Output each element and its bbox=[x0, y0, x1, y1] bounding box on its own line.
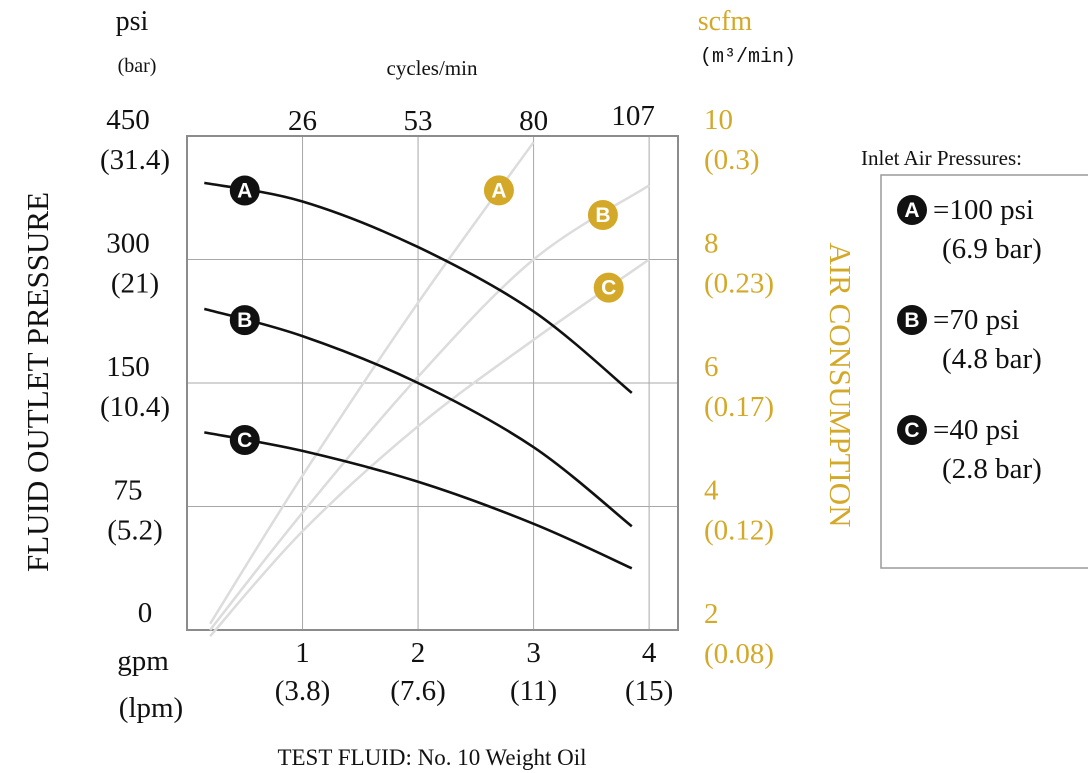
x-tick-label: 1 bbox=[295, 637, 310, 669]
y-tick-metric: (21) bbox=[111, 268, 159, 300]
x2-tick-label: 26 bbox=[288, 105, 317, 137]
y-tick-label: 450 bbox=[106, 104, 150, 136]
legend-title: Inlet Air Pressures: bbox=[861, 146, 1022, 170]
air-marker-a-letter: A bbox=[491, 179, 506, 202]
air-marker-c-letter: C bbox=[601, 277, 616, 300]
x-tick-label: 3 bbox=[526, 637, 541, 669]
y-axis-unit-metric: (bar) bbox=[118, 55, 157, 77]
x2-tick-label: 53 bbox=[404, 105, 433, 137]
x-axis-unit: gpm bbox=[117, 645, 169, 677]
y2-tick-label: 6 bbox=[704, 351, 719, 383]
legend-metric-b: (4.8 bar) bbox=[942, 343, 1042, 375]
y2-tick-label: 10 bbox=[704, 104, 733, 136]
x2-tick-label: 80 bbox=[519, 105, 548, 137]
x2-axis-label: cycles/min bbox=[387, 56, 478, 80]
legend-marker-b-letter: B bbox=[904, 309, 919, 332]
y2-tick-label: 8 bbox=[704, 228, 719, 260]
legend-label-c: =40 psi bbox=[933, 414, 1019, 446]
legend-metric-c: (2.8 bar) bbox=[942, 453, 1042, 485]
y-tick-metric: (10.4) bbox=[100, 391, 170, 423]
x-tick-metric: (11) bbox=[510, 675, 557, 707]
pressure-marker-a-letter: A bbox=[237, 180, 252, 203]
x-tick-metric: (15) bbox=[625, 675, 673, 707]
y-tick-label: 300 bbox=[106, 228, 150, 260]
x-axis-unit-metric: (lpm) bbox=[119, 692, 183, 724]
x-tick-metric: (7.6) bbox=[390, 675, 446, 707]
y-tick-label: 75 bbox=[114, 475, 143, 507]
y2-tick-metric: (0.23) bbox=[704, 268, 774, 300]
legend-marker-c-letter: C bbox=[904, 419, 919, 442]
y-axis-title: FLUID OUTLET PRESSURE bbox=[20, 192, 55, 572]
y2-tick-metric: (0.17) bbox=[704, 391, 774, 423]
y-tick-label: 0 bbox=[138, 597, 153, 629]
y2-axis-unit: scfm bbox=[698, 6, 753, 37]
y2-tick-metric: (0.08) bbox=[704, 638, 774, 670]
legend-label-a: =100 psi bbox=[933, 194, 1034, 226]
legend-label-b: =70 psi bbox=[933, 304, 1019, 336]
y-tick-metric: (31.4) bbox=[100, 144, 170, 176]
legend-marker-a-letter: A bbox=[904, 199, 919, 222]
y-tick-label: 150 bbox=[106, 351, 150, 383]
x2-tick-label: 107 bbox=[611, 100, 655, 132]
x-tick-label: 2 bbox=[411, 637, 426, 669]
x-tick-metric: (3.8) bbox=[275, 675, 331, 707]
footnote: TEST FLUID: No. 10 Weight Oil bbox=[277, 745, 586, 770]
y2-axis-title: AIR CONSUMPTION bbox=[823, 242, 858, 527]
y-tick-metric: (5.2) bbox=[107, 515, 163, 547]
air-marker-b-letter: B bbox=[595, 204, 610, 227]
pressure-marker-b-letter: B bbox=[237, 309, 252, 332]
x-tick-label: 4 bbox=[642, 637, 657, 669]
y2-tick-label: 2 bbox=[704, 598, 719, 630]
pressure-marker-c-letter: C bbox=[237, 429, 252, 452]
y-axis-unit: psi bbox=[116, 6, 149, 37]
y2-axis-unit-metric: (m³/min) bbox=[700, 46, 796, 69]
y2-tick-metric: (0.3) bbox=[704, 144, 760, 176]
y2-tick-metric: (0.12) bbox=[704, 515, 774, 547]
legend-metric-a: (6.9 bar) bbox=[942, 233, 1042, 265]
air-consumption-line-c bbox=[210, 260, 649, 637]
y2-tick-label: 4 bbox=[704, 475, 719, 507]
